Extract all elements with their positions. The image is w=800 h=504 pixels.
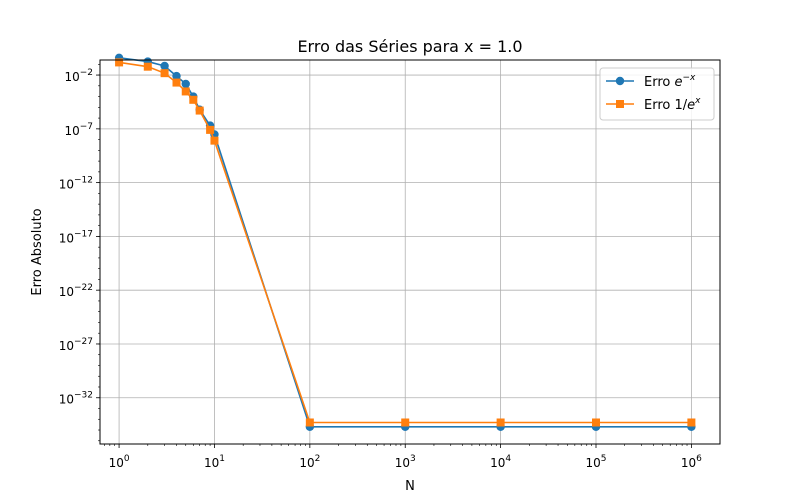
x-tick-label: 104 [490,454,511,470]
x-tick-label: 100 [109,454,130,470]
legend-item-2: Erro 1/ex [606,96,701,113]
data-point [592,418,600,427]
x-tick-label: 105 [585,454,606,470]
legend-marker [616,100,624,108]
y-axis: 10−2 10−7 10−12 10−17 10−22 10−27 10−32 [59,64,100,442]
x-axis-label: N [405,479,415,494]
data-point [181,87,190,96]
y-tick-label: 10−32 [59,391,93,407]
plot-area [100,60,720,444]
data-point [401,418,410,427]
data-point [181,79,190,89]
data-point [496,418,505,427]
data-point [172,71,181,81]
x-tick-label: 102 [299,454,320,470]
y-tick-label: 10−27 [59,337,93,353]
x-axis: 100 101 102 103 104 105 106 [104,444,702,470]
x-tick-label: 106 [681,454,702,470]
y-tick-label: 10−22 [59,283,93,299]
x-tick-label: 103 [395,454,416,470]
data-point [160,61,169,71]
y-tick-label: 10−7 [64,122,93,138]
data-point [210,136,219,145]
data-point [172,78,181,87]
y-tick-label: 10−12 [59,176,93,192]
legend-label: Erro 1/ex [644,96,701,113]
data-point [143,62,152,71]
legend-label: Erro e−x [644,73,696,90]
y-axis-label: Erro Absoluto [30,208,45,295]
data-point [195,106,204,115]
legend-item-1: Erro e−x [606,73,696,90]
y-tick-label: 10−17 [59,229,93,245]
data-point [189,95,198,104]
y-tick-label: 10−2 [64,68,93,84]
legend-marker [615,76,625,86]
data-point [687,418,696,427]
data-point [160,69,169,78]
series-layer [114,53,696,431]
x-tick-label: 101 [204,454,225,470]
series-2 [115,58,696,427]
data-point [305,418,314,427]
data-point [206,125,215,134]
grid-lines [100,60,720,444]
data-point [115,58,124,67]
plot-frame [99,59,721,445]
chart-title: Erro das Séries para x = 1.0 [297,37,522,56]
legend: Erro e−x Erro 1/ex [599,67,715,121]
